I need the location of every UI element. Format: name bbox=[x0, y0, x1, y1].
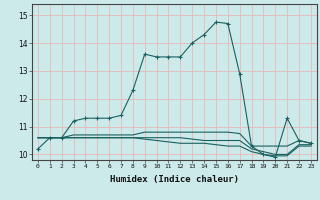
X-axis label: Humidex (Indice chaleur): Humidex (Indice chaleur) bbox=[110, 175, 239, 184]
